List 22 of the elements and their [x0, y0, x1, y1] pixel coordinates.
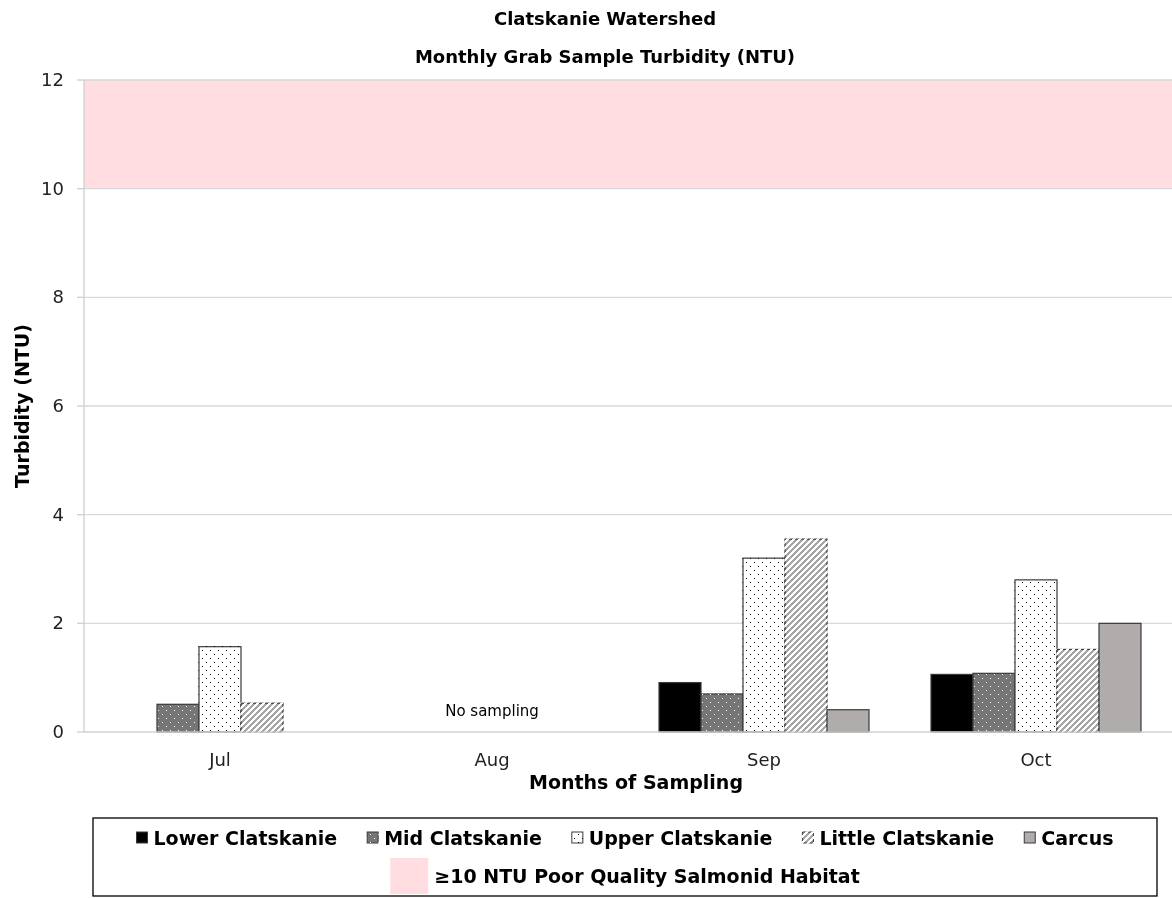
legend-label: Carcus	[1041, 827, 1114, 849]
y-tick-label: 6	[52, 395, 64, 416]
x-tick-label: Oct	[1020, 749, 1052, 770]
y-tick-label: 0	[52, 721, 64, 742]
annotation: No sampling	[445, 702, 539, 720]
x-tick-label: Jul	[208, 749, 231, 770]
y-axis-title: Turbidity (NTU)	[11, 324, 33, 488]
chart-title: Clatskanie Watershed	[493, 8, 717, 29]
x-tick-label: Sep	[747, 749, 781, 770]
legend-label: ≥10 NTU Poor Quality Salmonid Habitat	[434, 865, 860, 887]
y-tick-label: 8	[52, 286, 64, 308]
chart-subtitle: Monthly Grab Sample Turbidity (NTU)	[414, 46, 796, 67]
y-tick-label: 2	[52, 612, 64, 634]
legend-label: Lower Clatskanie	[153, 827, 338, 849]
x-tick-label: Aug	[474, 749, 510, 770]
legend-label: Little Clatskanie	[819, 827, 995, 849]
y-tick-label: 12	[41, 69, 64, 90]
y-tick-label: 10	[41, 177, 64, 199]
legend-label: Upper Clatskanie	[588, 827, 773, 849]
x-axis-title: Months of Sampling	[528, 771, 744, 793]
y-tick-label: 4	[52, 503, 64, 525]
legend-label: Mid Clatskanie	[384, 827, 542, 849]
